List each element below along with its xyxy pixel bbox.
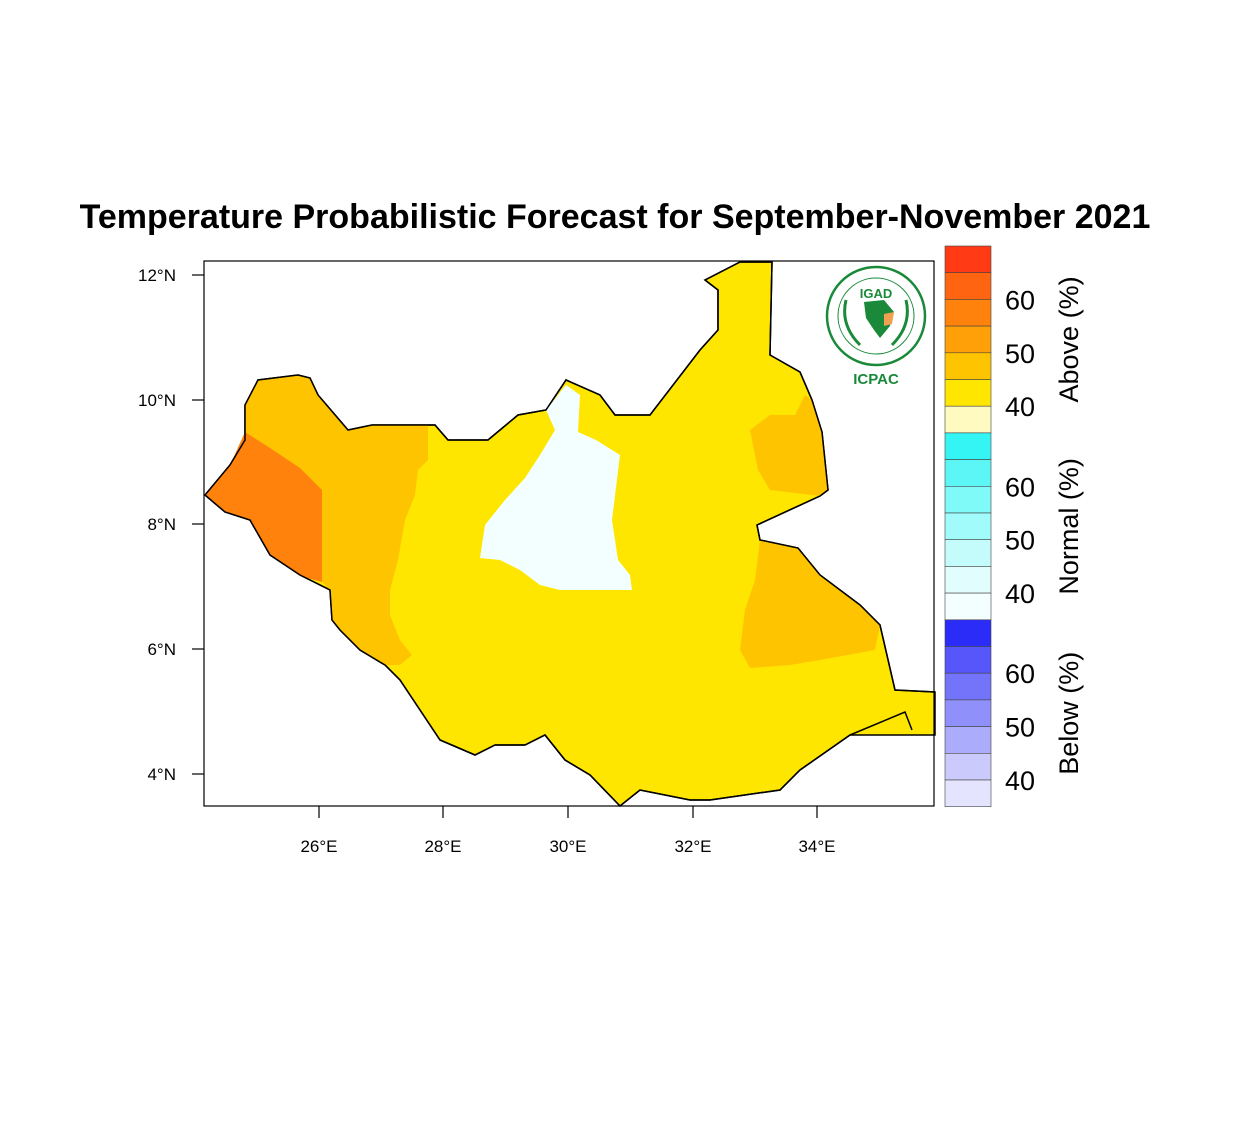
colorbar-swatch (944, 299, 992, 327)
colorbar-tick-label: 40 (1005, 392, 1035, 422)
lon-tick-label: 32°E (674, 837, 711, 856)
normal-40-45-center (480, 385, 632, 590)
above-45-50-east (740, 540, 880, 668)
colorbar-swatch (944, 726, 992, 754)
lon-tick-label: 30°E (549, 837, 586, 856)
colorbar-tick-label: 50 (1005, 713, 1035, 743)
lat-axis: 12°N 10°N 8°N 6°N 4°N (138, 266, 204, 784)
colorbar-swatch (944, 459, 992, 487)
map-title: Temperature Probabilistic Forecast for S… (79, 198, 1151, 236)
lat-tick-label: 6°N (147, 640, 176, 659)
colorbar-tick-label: 50 (1005, 339, 1035, 369)
colorbar-swatch (944, 539, 992, 567)
colorbar-group-title: Below (%) (1054, 652, 1084, 775)
above-45-50-west (245, 375, 428, 665)
above-55-60-west (205, 432, 322, 582)
colorbar-swatch (944, 672, 992, 701)
colorbar-swatch (944, 619, 992, 647)
lon-tick-label: 26°E (300, 837, 337, 856)
lat-tick-label: 8°N (147, 515, 176, 534)
colorbar-swatch (944, 352, 992, 380)
lat-tick-label: 12°N (138, 266, 176, 285)
colorbar-swatch (944, 432, 992, 460)
colorbar-tick-label: 60 (1005, 285, 1035, 315)
colorbar-tick-label: 40 (1005, 766, 1035, 796)
lon-tick-label: 28°E (424, 837, 461, 856)
colorbar-swatch (944, 485, 992, 514)
colorbar-swatch (944, 512, 992, 541)
colorbar-tick-label: 50 (1005, 526, 1035, 556)
logo-top-text: IGAD (860, 286, 893, 301)
icpac-logo: IGAD ICPAC (825, 265, 927, 388)
colorbar-tick-label: 60 (1005, 472, 1035, 502)
colorbar-swatch (944, 592, 992, 621)
lat-tick-label: 10°N (138, 391, 176, 410)
lon-tick-label: 34°E (798, 837, 835, 856)
country-border (203, 261, 936, 808)
colorbar-group-title: Normal (%) (1054, 458, 1084, 595)
colorbar-group-title: Above (%) (1054, 276, 1084, 402)
colorbar-swatch (944, 325, 992, 354)
logo-laurel (843, 299, 909, 347)
lon-axis: 26°E 28°E 30°E 32°E 34°E (300, 806, 836, 856)
colorbar-swatch (944, 646, 992, 674)
colorbar-swatch (944, 752, 992, 781)
above-45-50-northeast (750, 395, 828, 496)
logo-bottom-text: ICPAC (853, 371, 899, 388)
map-frame (203, 260, 935, 807)
colorbar-swatch (944, 272, 992, 300)
colorbar-tick-label: 40 (1005, 579, 1035, 609)
map-plot-area (203, 260, 936, 808)
colorbar-swatch (944, 699, 992, 727)
colorbar-swatch (944, 245, 992, 274)
logo-africa-shape (864, 300, 894, 338)
colorbar-tick-label: 60 (1005, 659, 1035, 689)
colorbar-swatch (944, 779, 992, 808)
lat-tick-label: 4°N (147, 765, 176, 784)
colorbar-swatch (944, 379, 992, 407)
colorbar: 60 50 40 Above (%) 60 50 40 Normal (%) 60 50 40 Bel… (944, 245, 1084, 808)
colorbar-swatch (944, 566, 992, 594)
colorbar-swatch (944, 405, 992, 434)
